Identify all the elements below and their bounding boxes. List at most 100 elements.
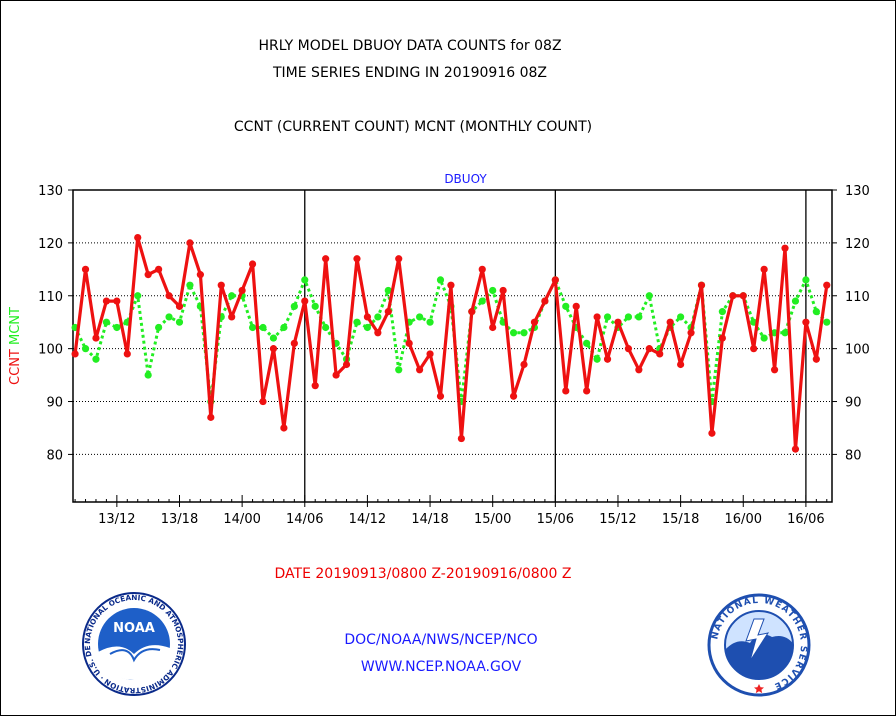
data-point-mcnt: [228, 292, 236, 300]
x-tick-label: 16/00: [725, 512, 762, 527]
data-point-mcnt: [718, 308, 726, 316]
x-tick-label: 15/12: [599, 512, 636, 527]
data-point-ccnt: [426, 350, 434, 358]
data-point-ccnt: [687, 329, 695, 337]
data-point-ccnt: [175, 302, 184, 310]
data-point-ccnt: [259, 397, 267, 406]
data-point-mcnt: [489, 286, 497, 295]
data-point-ccnt: [217, 281, 225, 289]
y-tick-label-right: 130: [845, 184, 870, 199]
data-point-mcnt: [436, 276, 445, 284]
data-point-ccnt: [207, 413, 215, 421]
org-label: DOC/NOAA/NWS/NCEP/NCO: [344, 632, 538, 648]
data-point-mcnt: [248, 323, 257, 332]
data-point-ccnt: [416, 366, 424, 374]
data-point-mcnt: [363, 323, 372, 332]
y-tick-label-right: 100: [845, 343, 870, 358]
data-point-ccnt: [593, 313, 601, 321]
data-point-mcnt: [624, 313, 633, 321]
chart-subtitle: CCNT (CURRENT COUNT) MCNT (MONTHLY COUNT…: [233, 119, 593, 135]
data-point-ccnt: [603, 355, 612, 363]
data-point-ccnt: [760, 265, 768, 273]
data-point-ccnt: [186, 239, 194, 247]
data-point-ccnt: [447, 281, 455, 289]
x-tick-label: 16/06: [787, 512, 824, 527]
data-point-ccnt: [708, 429, 716, 437]
data-point-ccnt: [113, 297, 121, 305]
data-point-ccnt: [436, 392, 445, 400]
data-point-ccnt: [155, 265, 163, 273]
x-tick-label: 13/18: [161, 512, 198, 527]
data-point-ccnt: [823, 281, 831, 289]
data-point-mcnt: [426, 318, 434, 326]
x-tick-label: 14/12: [349, 512, 386, 527]
data-point-mcnt: [812, 308, 820, 316]
data-point-ccnt: [123, 350, 131, 358]
data-point-ccnt: [770, 366, 779, 374]
nws-logo: NATIONAL WEATHER SERVICE: [707, 593, 811, 697]
data-point-ccnt: [405, 339, 413, 347]
data-point-ccnt: [144, 271, 152, 279]
website-link[interactable]: WWW.NCEP.NOAA.GOV: [360, 659, 522, 675]
y-tick-label-left: 90: [46, 396, 63, 411]
data-point-mcnt: [645, 292, 653, 300]
data-point-ccnt: [781, 244, 789, 252]
data-point-ccnt: [353, 255, 361, 263]
data-point-mcnt: [791, 297, 800, 305]
y-tick-label-right: 80: [845, 448, 862, 463]
data-point-ccnt: [624, 345, 633, 353]
data-point-mcnt: [186, 281, 194, 289]
data-point-ccnt: [457, 434, 465, 443]
data-point-mcnt: [290, 302, 298, 310]
data-point-mcnt: [92, 355, 100, 363]
chart-title-line1: HRLY MODEL DBUOY DATA COUNTS for 08Z: [258, 38, 562, 54]
data-point-mcnt: [593, 355, 601, 363]
x-tick-label: 14/00: [223, 512, 260, 527]
data-point-ccnt: [645, 345, 653, 353]
data-point-ccnt: [520, 360, 528, 369]
y-tick-label-right: 90: [845, 396, 862, 411]
y-axis-label: CCNT MCNT: [8, 307, 23, 385]
noaa-logo-text: NOAA: [113, 621, 155, 636]
data-point-ccnt: [791, 445, 800, 453]
data-point-ccnt: [468, 308, 476, 316]
data-point-ccnt: [374, 329, 382, 337]
data-point-ccnt: [530, 318, 539, 326]
plot-frame: [72, 189, 833, 503]
data-point-mcnt: [301, 276, 309, 284]
data-point-mcnt: [134, 292, 142, 300]
data-point-mcnt: [677, 313, 685, 321]
noaa-logo: NATIONAL OCEANIC AND ATMOSPHERIC ADMINIS…: [80, 592, 186, 696]
data-point-ccnt: [322, 255, 330, 263]
data-point-ccnt: [718, 334, 726, 342]
data-point-ccnt: [102, 297, 111, 305]
data-point-ccnt: [739, 292, 747, 300]
data-point-ccnt: [729, 292, 737, 300]
data-point-ccnt: [551, 276, 559, 284]
data-point-ccnt: [342, 360, 351, 369]
data-point-mcnt: [781, 329, 789, 337]
data-point-ccnt: [677, 360, 685, 369]
data-point-ccnt: [228, 313, 236, 321]
data-point-ccnt: [750, 345, 758, 353]
data-point-ccnt: [301, 297, 309, 305]
data-point-mcnt: [175, 318, 184, 326]
data-point-mcnt: [81, 345, 90, 353]
x-tick-label: 14/06: [286, 512, 323, 527]
data-point-mcnt: [520, 329, 528, 337]
data-point-mcnt: [259, 323, 267, 332]
data-point-ccnt: [802, 318, 810, 326]
y-axis-label-mcnt: MCNT: [8, 307, 23, 349]
y-tick-label-left: 110: [38, 290, 63, 305]
data-point-mcnt: [269, 334, 278, 342]
data-point-mcnt: [416, 313, 424, 321]
data-point-mcnt: [155, 323, 163, 332]
data-point-ccnt: [541, 297, 549, 305]
y-tick-label-left: 120: [38, 237, 63, 252]
data-point-mcnt: [374, 313, 382, 321]
y-axis-label-ccnt: CCNT: [8, 349, 23, 385]
data-point-mcnt: [635, 313, 643, 321]
data-point-ccnt: [499, 286, 507, 295]
data-point-ccnt: [363, 313, 372, 321]
data-point-mcnt: [165, 313, 173, 321]
